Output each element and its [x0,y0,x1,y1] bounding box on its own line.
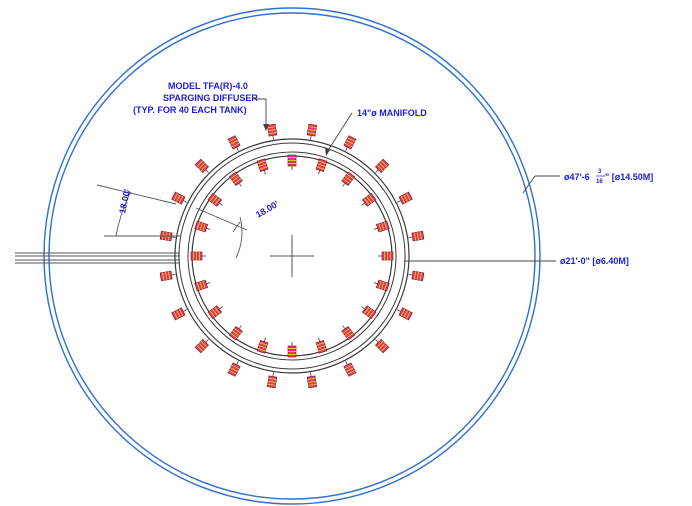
ring-dimension-label: ø21'-0" [ø6.40M] [560,256,629,266]
diffuser-outer [227,360,241,377]
angle-label-outer: 18.00' [117,188,132,214]
diffuser-inner [256,337,269,354]
diffuser-inner [256,158,269,175]
diffuser-inner [341,171,356,187]
tank-dimension-tail: " [ø14.50M] [605,172,653,182]
diffuser-inner [207,305,223,320]
manifold-label: 14"ø MANIFOLD [357,108,427,118]
diffuser-label-line3: (TYP. FOR 40 EACH TANK) [133,105,247,115]
diffuser-outer [408,230,425,242]
tank-dimension-callout: ø47'-6 3 16 " [ø14.50M] [522,169,653,194]
diffuser-outer [375,158,390,173]
feed-pipe [15,252,180,264]
diffuser-outer [343,360,357,377]
manifold-ring-1 [174,138,410,374]
diffuser-outer [266,372,278,389]
ring-dimension-callout: ø21'-0" [ø6.40M] [404,256,629,266]
diffuser-outer [408,270,425,282]
diffuser-inner [194,279,211,292]
diffuser-inner [361,192,377,207]
diffuser-outer [171,191,188,205]
center-crosshair [270,235,314,277]
manifold-ring-2 [178,142,406,370]
diffuser-inner [228,325,243,341]
diffuser-label-line2: SPARGING DIFFUSER [163,93,258,103]
tank-dimension-frac-den: 16 [596,179,603,185]
diffuser-inner [190,251,206,261]
tank-dimension-frac-num: 3 [598,169,602,175]
diffuser-outer [227,135,241,152]
angle-label-inner: 18.00' [254,199,280,220]
diffuser-inner [228,171,243,187]
diffuser-inner [361,305,377,320]
diffuser-inner [194,220,211,233]
angle-dimension-outer [96,184,180,237]
diffuser-outer [194,158,209,173]
diffuser-callout: MODEL TFA(R)-4.0 SPARGING DIFFUSER (TYP.… [133,81,269,131]
diffuser-outer [306,123,318,140]
diffuser-outer [306,372,318,389]
tank-dimension-main: ø47'-6 [564,172,590,182]
diffuser-inner [373,220,390,233]
diffuser-inner [341,325,356,341]
diffuser-outer [396,307,413,321]
diffuser-outer [375,339,390,354]
angle-dimension-inner [195,207,248,259]
diffuser-outer [159,270,176,282]
diffuser-outer [266,123,278,140]
diffuser-inner [315,337,328,354]
diffuser-inner [287,154,297,170]
diffuser-outer [343,135,357,152]
manifold-ring-3 [187,151,397,361]
diffuser-inner [373,279,390,292]
diffuser-inner [207,192,223,207]
diffuser-label-line1: MODEL TFA(R)-4.0 [168,81,248,91]
diffuser-outer [396,191,413,205]
diffuser-inner [287,342,297,358]
diffuser-group [159,123,425,389]
diffuser-outer [171,307,188,321]
diffuser-leader [254,98,267,128]
diffuser-inner [315,158,328,175]
diffuser-outer [194,339,209,354]
diffuser-inner [378,251,394,261]
manifold-callout: 14"ø MANIFOLD [325,108,427,156]
